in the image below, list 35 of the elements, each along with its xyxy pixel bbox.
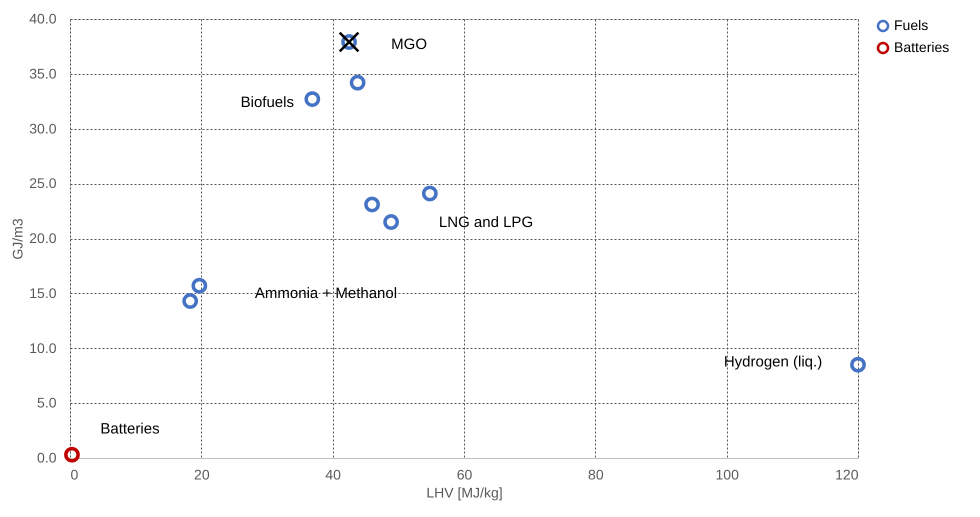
point [383,214,399,230]
y-tick-label: 20.0 [29,230,57,246]
point [422,186,438,202]
y-tick-label: 40.0 [29,10,57,26]
y-tick-label: 35.0 [29,65,57,82]
x-tick-label: 120 [835,466,859,482]
y-axis-title: GJ/m3 [9,218,26,260]
y-tick-label: 25.0 [29,175,57,192]
x-axis-title: LHV [MJ/kg] [426,484,503,500]
y-tick-label: 5.0 [37,394,57,411]
annotation: MGO [391,36,428,54]
point [304,91,320,107]
annotation: LNG and LPG [438,214,534,231]
point [350,74,366,91]
x-tick-label: 60 [456,466,472,482]
x-tick-label: 20 [194,466,210,482]
point [191,278,208,294]
point [64,446,80,463]
x-tick-label: 0 [70,466,78,482]
annotation: Biofuels [240,94,294,112]
annotation: Ammonia + Methanol [254,285,398,302]
x-tick-label: 40 [325,466,342,482]
legend-label: Fuels [894,17,928,33]
annotation: Hydrogen (liq.) [724,354,822,371]
y-tick-label: 0.0 [37,450,57,466]
y-tick-label: 30.0 [29,120,57,136]
y-tick-label: 15.0 [29,284,57,301]
x-tick-label: 80 [588,466,604,482]
point [364,196,380,212]
annotation: Batteries [100,420,160,438]
x-tick-label: 100 [715,466,740,482]
y-tick-label: 10.0 [29,340,57,356]
point [850,356,866,373]
legend-label: Batteries [894,39,950,55]
point [182,293,198,309]
